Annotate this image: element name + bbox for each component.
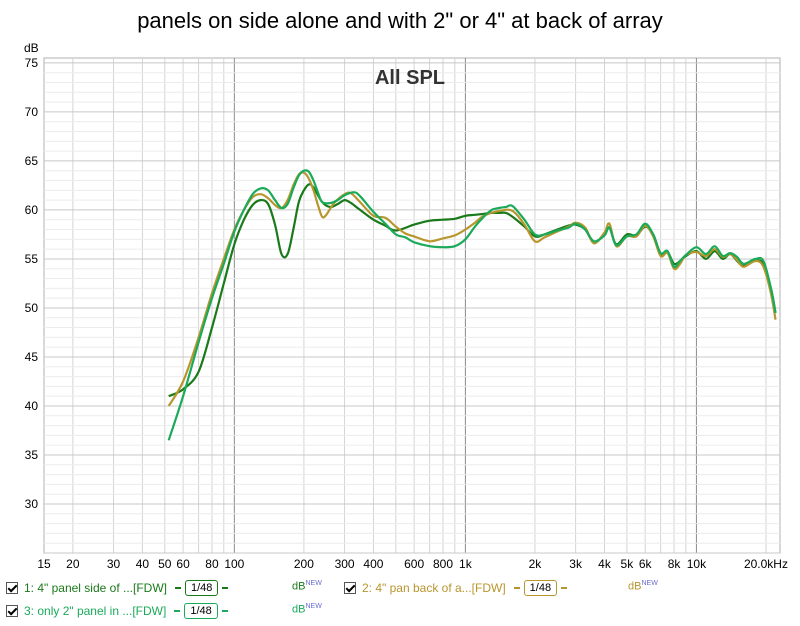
series-3-line-icon-end bbox=[221, 610, 228, 612]
y-tick-label: 60 bbox=[25, 203, 39, 217]
series-3-new-badge: NEW bbox=[305, 603, 322, 610]
x-tick-label: 5k bbox=[621, 557, 635, 571]
y-tick-label: 65 bbox=[25, 154, 39, 168]
legend-row-1: 1: 4" panel side of ...[FDW] 1/48 bbox=[6, 578, 229, 598]
grid bbox=[43, 57, 781, 554]
y-tick-label: 75 bbox=[25, 56, 39, 70]
series-3-line[interactable] bbox=[167, 169, 777, 441]
series-2-line-icon bbox=[513, 587, 520, 589]
series-3-checkbox[interactable] bbox=[6, 605, 18, 617]
y-tick-label: 50 bbox=[25, 301, 39, 315]
series-3-unit[interactable]: dBNEW bbox=[292, 603, 322, 616]
x-axis-ticks: 15 20 30 40 50 60 80 100 200 300 400 600 800 1k 2k 3k 4k… bbox=[37, 557, 788, 571]
chart-title: panels on side alone and with 2" or 4" a… bbox=[137, 8, 663, 33]
series-2-unit[interactable]: dBNEW bbox=[628, 580, 658, 593]
x-tick-label: 3k bbox=[569, 557, 583, 571]
series-1-unit-text: dB bbox=[292, 580, 306, 593]
y-tick-label: 70 bbox=[25, 105, 39, 119]
y-axis-label: dB bbox=[24, 41, 39, 55]
frequency-response-chart[interactable]: 75 70 65 60 55 50 45 40 35 30 15 20 30 40 50 60 80 100 20… bbox=[0, 0, 800, 580]
series-1-smoothing-button[interactable]: 1/48 bbox=[185, 580, 219, 596]
y-tick-label: 40 bbox=[25, 399, 39, 413]
x-tick-label: 20 bbox=[66, 557, 80, 571]
x-tick-label: 20.0kHz bbox=[744, 557, 788, 571]
series-1-unit[interactable]: dBNEW bbox=[292, 580, 322, 593]
x-tick-label: 600 bbox=[404, 557, 424, 571]
x-tick-label: 400 bbox=[363, 557, 383, 571]
series-3-unit-text: dB bbox=[292, 603, 306, 616]
y-tick-label: 30 bbox=[25, 497, 39, 511]
series-lines bbox=[167, 169, 777, 441]
legend-row-3: 3: only 2" panel in ...[FDW] 1/48 bbox=[6, 601, 228, 621]
x-tick-label: 50 bbox=[158, 557, 172, 571]
x-tick-label: 1k bbox=[459, 557, 473, 571]
x-tick-label: 30 bbox=[107, 557, 121, 571]
series-1-new-badge: NEW bbox=[305, 580, 322, 587]
series-1-line-icon-end bbox=[222, 587, 229, 589]
series-2-smoothing-button[interactable]: 1/48 bbox=[523, 580, 558, 596]
y-tick-label: 35 bbox=[25, 448, 39, 462]
series-2-new-badge: NEW bbox=[641, 580, 658, 587]
y-tick-label: 45 bbox=[25, 350, 39, 364]
x-tick-label: 40 bbox=[136, 557, 150, 571]
x-tick-label: 4k bbox=[598, 557, 612, 571]
x-tick-label: 6k bbox=[639, 557, 653, 571]
series-1-line-icon bbox=[175, 587, 181, 589]
x-tick-label: 800 bbox=[433, 557, 453, 571]
series-2-checkbox[interactable] bbox=[344, 582, 356, 594]
legend-row-2: 2: 4" pan back of a...[FDW] 1/48 bbox=[344, 578, 568, 598]
x-tick-label: 100 bbox=[224, 557, 244, 571]
x-tick-label: 80 bbox=[205, 557, 219, 571]
series-1-checkbox[interactable] bbox=[6, 582, 18, 594]
x-tick-label: 2k bbox=[529, 557, 543, 571]
series-3-smoothing-button[interactable]: 1/48 bbox=[184, 603, 218, 619]
x-tick-label: 200 bbox=[294, 557, 314, 571]
series-3-line-icon bbox=[174, 610, 181, 612]
x-tick-label: 10k bbox=[687, 557, 707, 571]
x-tick-label: 8k bbox=[668, 557, 682, 571]
series-2-line-icon-end bbox=[561, 587, 568, 589]
series-3-label[interactable]: 3: only 2" panel in ...[FDW] bbox=[24, 604, 167, 618]
x-tick-label: 15 bbox=[37, 557, 51, 571]
series-1-label[interactable]: 1: 4" panel side of ...[FDW] bbox=[24, 581, 167, 595]
plot-area bbox=[43, 57, 781, 554]
plot-inner-label: All SPL bbox=[375, 67, 445, 89]
x-tick-label: 60 bbox=[176, 557, 190, 571]
x-tick-label: 300 bbox=[335, 557, 355, 571]
y-tick-label: 55 bbox=[25, 252, 39, 266]
y-axis-ticks: 75 70 65 60 55 50 45 40 35 30 bbox=[25, 56, 39, 511]
series-2-label[interactable]: 2: 4" pan back of a...[FDW] bbox=[362, 581, 506, 595]
series-2-unit-text: dB bbox=[628, 580, 642, 593]
